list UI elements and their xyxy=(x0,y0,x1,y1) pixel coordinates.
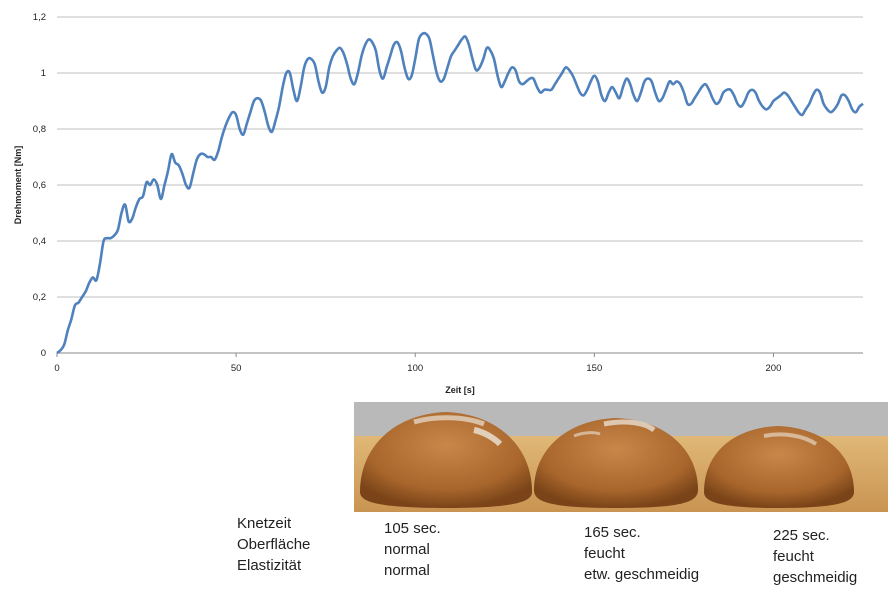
y-tick-label: 0,6 xyxy=(33,180,46,191)
bread-photo xyxy=(354,402,888,512)
caption-105-surface: normal xyxy=(384,541,430,558)
caption-225-elasticity: geschmeidig xyxy=(773,569,858,586)
label-elastizitaet: Elastizität xyxy=(237,557,302,574)
caption-165: 165 sec. feucht etw. geschmeidig xyxy=(584,522,699,585)
caption-105-time: 105 sec. xyxy=(384,520,441,537)
x-axis-label: Zeit [s] xyxy=(445,385,475,395)
series-line-0 xyxy=(56,31,864,355)
x-tick-labels: 0 50 100 150 200 xyxy=(54,363,781,374)
x-tick-label: 0 xyxy=(54,363,59,374)
series-group xyxy=(56,31,864,355)
x-tick-label: 50 xyxy=(231,363,242,374)
y-tick-label: 0 xyxy=(41,348,46,359)
caption-225: 225 sec. feucht geschmeidig xyxy=(773,525,857,588)
caption-165-surface: feucht xyxy=(584,545,625,562)
row-labels: Knetzeit Oberfläche Elastizität xyxy=(237,513,310,576)
grid-lines xyxy=(56,16,863,357)
loaf-165 xyxy=(534,418,698,508)
y-tick-label: 0,4 xyxy=(33,236,46,247)
label-oberflaeche: Oberfläche xyxy=(237,536,311,553)
y-tick-label: 0,2 xyxy=(33,292,46,303)
caption-165-time: 165 sec. xyxy=(584,524,641,541)
y-tick-label: 0,8 xyxy=(33,124,46,135)
caption-105: 105 sec. normal normal xyxy=(384,518,441,581)
y-tick-label: 1,2 xyxy=(33,12,46,23)
x-tick-label: 200 xyxy=(766,363,782,374)
caption-165-elasticity: etw. geschmeidig xyxy=(584,566,700,583)
caption-105-elasticity: normal xyxy=(384,562,430,579)
y-axis-label: Drehmoment [Nm] xyxy=(13,146,23,225)
caption-225-time: 225 sec. xyxy=(773,527,830,544)
loaf-105 xyxy=(360,412,532,508)
torque-chart: 0 0,2 0,4 0,6 0,8 1 1,2 0 50 100 150 200 Drehmomen… xyxy=(13,12,864,395)
y-tick-labels: 0 0,2 0,4 0,6 0,8 1 1,2 xyxy=(33,12,46,359)
loaf-225 xyxy=(704,426,854,508)
y-tick-label: 1 xyxy=(41,68,46,79)
label-knetzeit: Knetzeit xyxy=(237,515,292,532)
caption-225-surface: feucht xyxy=(773,548,814,565)
x-tick-label: 100 xyxy=(407,363,423,374)
x-tick-label: 150 xyxy=(586,363,602,374)
